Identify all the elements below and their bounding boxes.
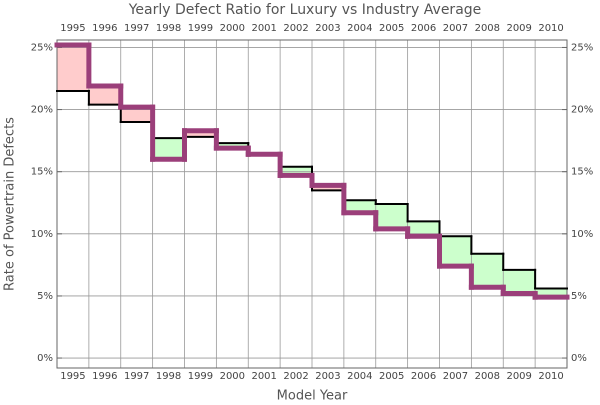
x-axis-label: Model Year xyxy=(277,389,348,404)
difference-fill xyxy=(280,166,312,176)
x-tick-label: 1995 xyxy=(60,371,85,382)
x-tick-label: 1998 xyxy=(156,371,181,382)
x-tick-label: 2000 xyxy=(220,23,245,34)
x-tick-label: 2008 xyxy=(475,371,500,382)
difference-fill xyxy=(88,85,121,105)
x-tick-label: 1997 xyxy=(124,371,149,382)
difference-fill xyxy=(152,138,185,160)
x-tick-label: 2000 xyxy=(220,371,245,382)
x-tick-label: 1996 xyxy=(92,23,117,34)
y-tick-label: 25% xyxy=(571,42,593,53)
y-tick-label: 0% xyxy=(571,353,587,364)
x-tick-label: 2005 xyxy=(379,371,404,382)
plot-frame xyxy=(56,39,568,369)
x-tick-label: 2004 xyxy=(347,371,372,382)
x-tick-label: 1995 xyxy=(60,23,85,34)
difference-fill xyxy=(471,253,504,288)
x-tick-label: 2007 xyxy=(443,371,468,382)
difference-fill xyxy=(535,288,567,298)
y-tick-label: 20% xyxy=(31,105,53,116)
difference-fill xyxy=(503,269,536,294)
x-tick-label: 1999 xyxy=(188,23,213,34)
x-tick-label: 2001 xyxy=(251,371,276,382)
y-tick-label: 5% xyxy=(571,291,587,302)
chart-title: Yearly Defect Ratio for Luxury vs Indust… xyxy=(128,2,482,18)
x-tick-label: 2005 xyxy=(379,23,404,34)
x-tick-label: 1996 xyxy=(92,371,117,382)
x-tick-label: 2008 xyxy=(475,23,500,34)
difference-fill xyxy=(407,221,440,237)
difference-fill xyxy=(184,130,217,137)
y-tick-label: 10% xyxy=(31,229,53,240)
x-tick-label: 1999 xyxy=(188,371,213,382)
y-tick-label: 0% xyxy=(37,353,53,364)
difference-fill xyxy=(120,107,153,122)
x-tick-label: 2004 xyxy=(347,23,372,34)
y-tick-label: 15% xyxy=(571,167,593,178)
x-tick-label: 2002 xyxy=(283,371,308,382)
x-tick-label: 2010 xyxy=(538,371,563,382)
difference-fill xyxy=(375,204,408,229)
x-tick-label: 2003 xyxy=(315,371,340,382)
y-tick-label: 5% xyxy=(37,291,53,302)
x-tick-label: 2010 xyxy=(538,23,563,34)
x-tick-label: 2003 xyxy=(315,23,340,34)
x-tick-label: 2001 xyxy=(251,23,276,34)
x-tick-label: 1997 xyxy=(124,23,149,34)
y-axis-label: Rate of Powertrain Defects xyxy=(3,117,18,291)
y-tick-label: 15% xyxy=(31,167,53,178)
x-tick-label: 2009 xyxy=(506,371,531,382)
x-tick-label: 2009 xyxy=(506,23,531,34)
x-tick-label: 1998 xyxy=(156,23,181,34)
difference-fill xyxy=(439,236,472,267)
y-tick-label: 10% xyxy=(571,229,593,240)
difference-fill xyxy=(57,44,89,91)
x-tick-label: 2006 xyxy=(411,371,436,382)
x-tick-label: 2002 xyxy=(283,23,308,34)
x-tick-label: 2006 xyxy=(411,23,436,34)
difference-fill xyxy=(343,200,376,213)
y-tick-label: 20% xyxy=(571,105,593,116)
x-tick-label: 2007 xyxy=(443,23,468,34)
y-tick-label: 25% xyxy=(31,42,53,53)
